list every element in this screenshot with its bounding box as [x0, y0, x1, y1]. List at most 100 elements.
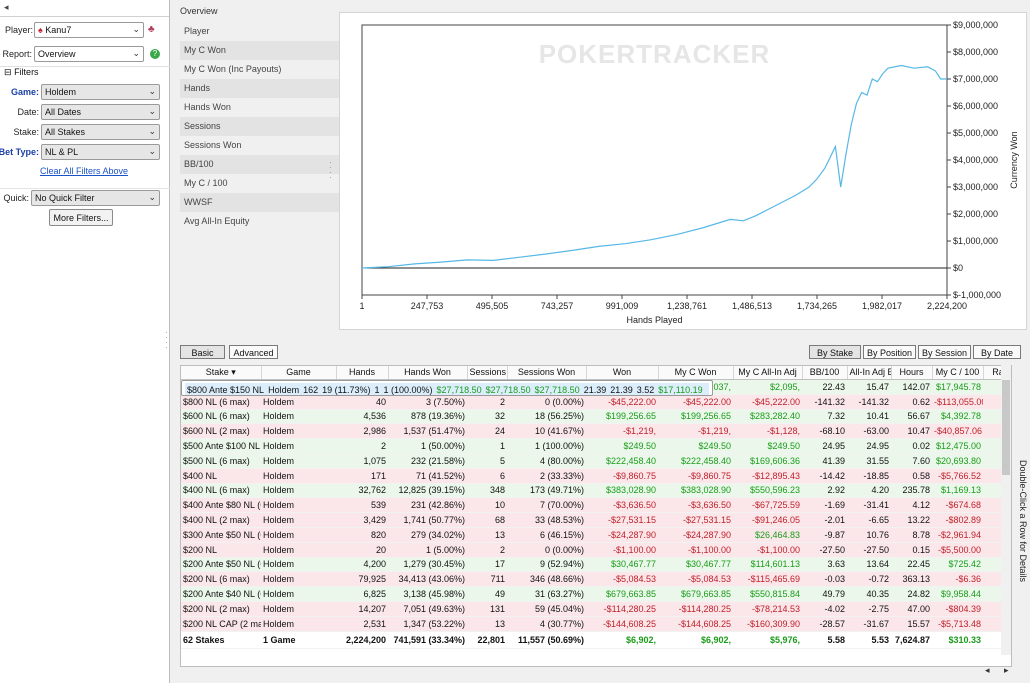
table-vertical-scrollbar[interactable] [1001, 365, 1011, 655]
filters-title: Filters [14, 67, 39, 77]
table-cell: 4.20 [847, 483, 891, 499]
table-row[interactable]: $200 NL (6 max) Holdem 79,925 34,413 (43.06… [181, 571, 1011, 588]
table-row[interactable]: $200 Ante $40 NL (6 max)Holdem6,8253,138… [181, 586, 1011, 602]
table-row[interactable]: $500 NL (6 max) Holdem 1,075 232 (21.58%) 5 4… [181, 453, 1011, 469]
table-cell: -$1,219, [586, 423, 658, 440]
table-cell: 10.47 [891, 423, 932, 440]
tab-basic[interactable]: Basic [180, 345, 225, 359]
report-select[interactable]: Overview ⌄ [34, 46, 144, 62]
view-by-session[interactable]: By Session [918, 345, 971, 359]
chevron-down-icon: ⌄ [148, 126, 156, 136]
table-cell: 10 (41.67%) [507, 423, 586, 440]
column-header[interactable]: My C Won [658, 366, 734, 380]
table-cell: $2,095, [733, 379, 802, 395]
table-cell: 49 [467, 586, 507, 602]
table-cell: Holdem [261, 497, 336, 514]
stat-label: My C Won [184, 45, 226, 55]
table-cell: Holdem [261, 527, 336, 543]
table-cell: 24 [467, 423, 507, 440]
scroll-left-icon[interactable]: ◂ [985, 665, 990, 675]
table-cell: -1.69 [802, 497, 847, 514]
filters-header[interactable]: ⊟ Filters [0, 66, 170, 80]
column-header[interactable]: Sessions [467, 366, 508, 380]
table-row[interactable]: $200 NL (2 max) Holdem 14,207 7,051 (49.63%… [181, 601, 1011, 617]
chart-watermark: POKERTRACKER [539, 39, 771, 69]
table-cell: 711 [467, 571, 507, 588]
table-cell: Holdem [261, 409, 336, 425]
y-tick-label: $0 [953, 263, 963, 273]
bettype-select[interactable]: NL & PL ⌄ [41, 144, 160, 160]
column-header[interactable]: Sessions Won [507, 366, 587, 380]
table-cell: 0.15 [891, 542, 932, 558]
clear-filters-link[interactable]: Clear All Filters Above [40, 166, 129, 176]
panel-collapse-arrow[interactable]: ◂ [0, 0, 169, 17]
player-select[interactable]: ♠ Kanu7 ⌄ [34, 22, 144, 38]
table-cell: 1 (5.00%) [388, 542, 467, 558]
game-select[interactable]: Holdem ⌄ [41, 84, 160, 100]
table-row[interactable]: $800 Ante $150 NL Holdem 162 19 (11.73%) 1 1 … [181, 379, 713, 396]
scroll-right-icon[interactable]: ▸ [1004, 665, 1009, 675]
tab-advanced[interactable]: Advanced [229, 345, 278, 359]
x-tick-label: 1,734,265 [797, 301, 837, 311]
table-cell: -$1,128, [733, 423, 802, 440]
column-header[interactable]: Game [261, 366, 337, 380]
table-row[interactable]: $400 NL Holdem 171 71 (41.52%) 6 2 (33.33%) -$… [181, 468, 1011, 484]
table-cell: $200 NL [181, 542, 261, 558]
view-by-position[interactable]: By Position [863, 345, 916, 359]
splitter-grip[interactable]: · · · · [329, 158, 332, 182]
stake-select[interactable]: All Stakes ⌄ [41, 124, 160, 140]
table-cell: $30,467.77 [658, 557, 733, 573]
table-cell: 232 (21.58%) [388, 453, 467, 469]
column-header[interactable]: Won [586, 366, 659, 380]
column-header[interactable]: Stake ▾ [181, 366, 262, 380]
table-row[interactable]: $800 NL (6 max) Holdem 40 3 (7.50%) 2 0 (0.00… [181, 394, 1011, 410]
table-cell: 41.39 [802, 453, 847, 469]
more-filters-button[interactable]: More Filters... [49, 209, 113, 226]
help-icon[interactable]: ? [150, 49, 160, 59]
stat-label: Sessions Won [184, 140, 242, 150]
table-row[interactable]: $400 NL (2 max) Holdem 3,429 1,741 (50.77%)… [181, 512, 1011, 528]
poker-chip-icon: ♠ [38, 25, 46, 35]
horizontal-scroll-arrows[interactable]: ◂ ▸ [985, 665, 1009, 676]
total-cell: 5.58 [802, 630, 847, 649]
table-cell: $27,718.50 [434, 382, 484, 395]
table-cell: $679,663.85 [658, 586, 733, 602]
table-cell: $26,464.83 [733, 527, 802, 543]
table-cell: $800 NL (6 max) [181, 394, 261, 410]
quick-filter-select[interactable]: No Quick Filter ⌄ [31, 190, 160, 206]
column-header[interactable]: My C / 100 [932, 366, 984, 380]
table-cell: Holdem [261, 542, 336, 558]
view-by-stake[interactable]: By Stake [809, 345, 861, 359]
column-header[interactable]: Hands Won [388, 366, 468, 380]
stake-value: All Stakes [45, 127, 86, 137]
table-cell: $500 NL (6 max) [181, 453, 261, 469]
chevron-down-icon: ⌄ [148, 146, 156, 156]
date-select[interactable]: All Dates ⌄ [41, 104, 160, 120]
table-cell: 231 (42.86%) [388, 497, 467, 514]
column-header[interactable]: BB/100 [802, 366, 848, 380]
player-options-icon[interactable]: ♣ [148, 24, 155, 35]
table-cell: $1,169.13 [932, 483, 983, 499]
total-cell: 1 Game [261, 630, 336, 649]
table-cell: -$804.39 [932, 601, 983, 617]
table-cell: -$160,309.90 [733, 616, 802, 632]
scrollbar-thumb[interactable] [1002, 380, 1010, 475]
column-header[interactable]: Hours [891, 366, 933, 380]
table-row[interactable]: $200 NL Holdem 20 1 (5.00%) 2 0 (0.00%) -$1,10… [181, 542, 1011, 558]
table-row[interactable]: $600 NL (6 max) Holdem 4,536 878 (19.36%) 32… [181, 409, 1011, 425]
column-header[interactable]: My C All-In Adj [733, 366, 803, 380]
table-row[interactable]: $200 Ante $50 NL (6 max)Holdem4,2001,279… [181, 557, 1011, 573]
view-by-date[interactable]: By Date [973, 345, 1021, 359]
table-row[interactable]: $400 NL (6 max) Holdem 32,762 12,825 (39.15… [181, 483, 1011, 499]
table-cell: 32 [467, 409, 507, 425]
column-header[interactable]: Hands [336, 366, 389, 380]
splitter-grip[interactable]: · · · · [165, 328, 168, 352]
table-row[interactable]: $600 NL (2 max) Holdem 2,986 1,537 (51.47%)… [181, 423, 1011, 440]
table-cell: 6,825 [336, 586, 388, 602]
column-header[interactable]: All-In Adj BB/100 [847, 366, 892, 380]
table-cell: -$113,055.00 [932, 394, 983, 410]
